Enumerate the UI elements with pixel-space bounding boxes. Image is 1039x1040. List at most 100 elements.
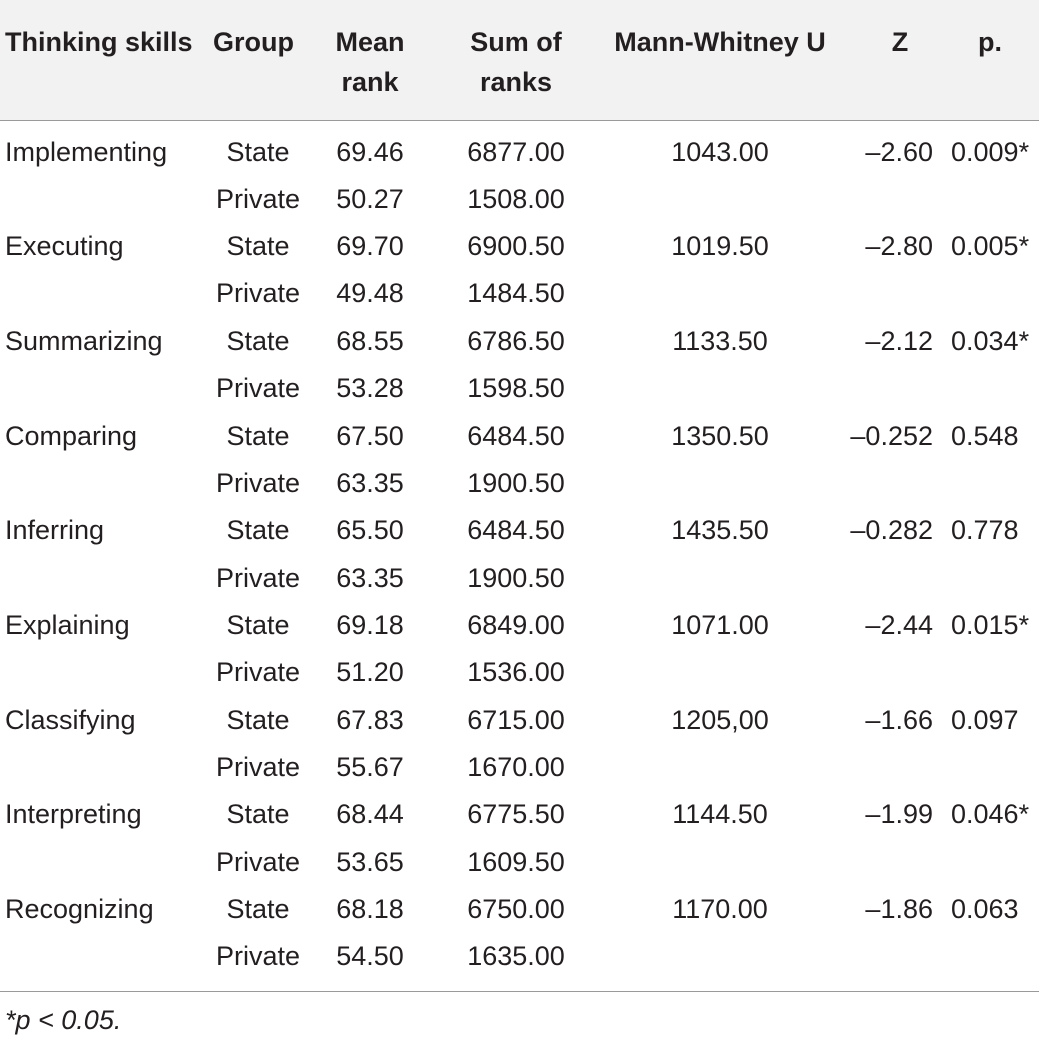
table-row: Inferring State 65.50 6484.50 1435.50 –0… (0, 507, 1039, 554)
sum-of-ranks-cell: 6715.00 (467, 705, 565, 735)
group-cell: State (226, 137, 290, 167)
p-cell: 0.548 (951, 421, 1019, 451)
table-row: Private 55.67 1670.00 (0, 744, 1039, 791)
mean-rank-cell: 51.20 (336, 657, 404, 687)
header-sum-of-ranks: Sum of ranks (470, 27, 562, 97)
header-p: p. (978, 27, 1002, 57)
sum-of-ranks-cell: 1598.50 (467, 373, 565, 403)
header-mann-whitney-u: Mann-Whitney U (614, 27, 826, 57)
table-header: Thinking skills Group Mean rank Sum of r… (0, 0, 1039, 121)
p-cell: 0.097 (951, 705, 1019, 735)
sum-of-ranks-cell: 1900.50 (467, 563, 565, 593)
group-cell: Private (215, 657, 301, 687)
sum-of-ranks-cell: 6750.00 (467, 894, 565, 924)
sum-of-ranks-cell: 1484.50 (467, 278, 565, 308)
z-cell: –2.12 (865, 326, 933, 356)
z-cell: –2.44 (865, 610, 933, 640)
group-cell: State (226, 421, 290, 451)
mean-rank-cell: 49.48 (336, 278, 404, 308)
table-row: Explaining State 69.18 6849.00 1071.00 –… (0, 602, 1039, 649)
table-row: Private 53.28 1598.50 (0, 365, 1039, 412)
z-cell: –2.60 (865, 137, 933, 167)
group-cell: State (226, 894, 290, 924)
table-row: Classifying State 67.83 6715.00 1205,00 … (0, 697, 1039, 744)
mean-rank-cell: 68.44 (336, 799, 404, 829)
table-row: Private 63.35 1900.50 (0, 555, 1039, 602)
table-footnote: *p < 0.05. (5, 1005, 122, 1035)
p-cell: 0.063 (951, 894, 1019, 924)
table-row: Implementing State 69.46 6877.00 1043.00… (0, 129, 1039, 176)
p-cell: 0.778 (951, 515, 1019, 545)
sum-of-ranks-cell: 6877.00 (467, 137, 565, 167)
mann-whitney-u-cell: 1170.00 (672, 894, 768, 924)
mann-whitney-u-cell: 1350.50 (671, 421, 769, 451)
mean-rank-cell: 69.46 (336, 137, 404, 167)
sum-of-ranks-cell: 1609.50 (467, 847, 565, 877)
table-row: Summarizing State 68.55 6786.50 1133.50 … (0, 318, 1039, 365)
skill-cell: Inferring (5, 515, 105, 545)
skill-cell: Executing (5, 231, 124, 261)
table-row: Private 51.20 1536.00 (0, 649, 1039, 696)
header-group: Group (213, 27, 294, 57)
sum-of-ranks-cell: 6484.50 (467, 515, 565, 545)
skill-cell: Implementing (5, 137, 168, 167)
header-z: Z (891, 27, 909, 57)
table-row: Private 49.48 1484.50 (0, 270, 1039, 317)
skill-cell: Summarizing (5, 326, 163, 356)
mean-rank-cell: 68.18 (336, 894, 404, 924)
sum-of-ranks-cell: 1635.00 (467, 941, 565, 971)
group-cell: State (226, 515, 290, 545)
group-cell: State (226, 231, 290, 261)
skill-cell: Interpreting (5, 799, 142, 829)
group-cell: Private (215, 468, 301, 498)
table-row: Executing State 69.70 6900.50 1019.50 –2… (0, 223, 1039, 270)
group-cell: State (226, 610, 290, 640)
sum-of-ranks-cell: 6849.00 (467, 610, 565, 640)
mann-whitney-u-cell: 1071.00 (671, 610, 769, 640)
skill-cell: Explaining (5, 610, 130, 640)
group-cell: Private (215, 184, 301, 214)
sum-of-ranks-cell: 1536.00 (467, 657, 565, 687)
table-row: Private 53.65 1609.50 (0, 839, 1039, 886)
group-cell: Private (215, 563, 301, 593)
mean-rank-cell: 65.50 (336, 515, 404, 545)
p-cell: 0.015* (951, 610, 1030, 640)
group-cell: Private (215, 847, 301, 877)
group-cell: State (226, 705, 290, 735)
p-cell: 0.046* (951, 799, 1030, 829)
table-row: Private 54.50 1635.00 (0, 933, 1039, 980)
sum-of-ranks-cell: 6900.50 (467, 231, 565, 261)
mann-whitney-u-cell: 1205,00 (671, 705, 769, 735)
mean-rank-cell: 55.67 (336, 752, 404, 782)
mann-whitney-u-cell: 1043.00 (671, 137, 769, 167)
mean-rank-cell: 67.83 (336, 705, 404, 735)
group-cell: State (226, 326, 290, 356)
z-cell: –2.80 (865, 231, 933, 261)
group-cell: Private (215, 752, 301, 782)
group-cell: Private (215, 941, 301, 971)
mean-rank-cell: 53.65 (336, 847, 404, 877)
mean-rank-cell: 54.50 (336, 941, 404, 971)
sum-of-ranks-cell: 1508.00 (467, 184, 565, 214)
mean-rank-cell: 69.70 (336, 231, 404, 261)
z-cell: –1.99 (865, 799, 933, 829)
sum-of-ranks-cell: 1670.00 (467, 752, 565, 782)
group-cell: State (226, 799, 290, 829)
mean-rank-cell: 50.27 (336, 184, 404, 214)
table-row: Comparing State 67.50 6484.50 1350.50 –0… (0, 413, 1039, 460)
z-cell: –1.86 (865, 894, 933, 924)
header-thinking-skills: Thinking skills (5, 27, 193, 57)
mean-rank-cell: 68.55 (336, 326, 404, 356)
sum-of-ranks-cell: 6786.50 (467, 326, 565, 356)
sum-of-ranks-cell: 6775.50 (467, 799, 565, 829)
table-row: Private 50.27 1508.00 (0, 176, 1039, 223)
z-cell: –1.66 (865, 705, 933, 735)
mann-whitney-u-cell: 1144.50 (672, 799, 768, 829)
table-row: Recognizing State 68.18 6750.00 1170.00 … (0, 886, 1039, 933)
header-mean-rank: Mean rank (335, 27, 405, 97)
mann-whitney-u-cell: 1435.50 (671, 515, 769, 545)
skill-cell: Classifying (5, 705, 136, 735)
mann-whitney-u-cell: 1019.50 (671, 231, 769, 261)
table-row: Private 63.35 1900.50 (0, 460, 1039, 507)
group-cell: Private (215, 373, 301, 403)
